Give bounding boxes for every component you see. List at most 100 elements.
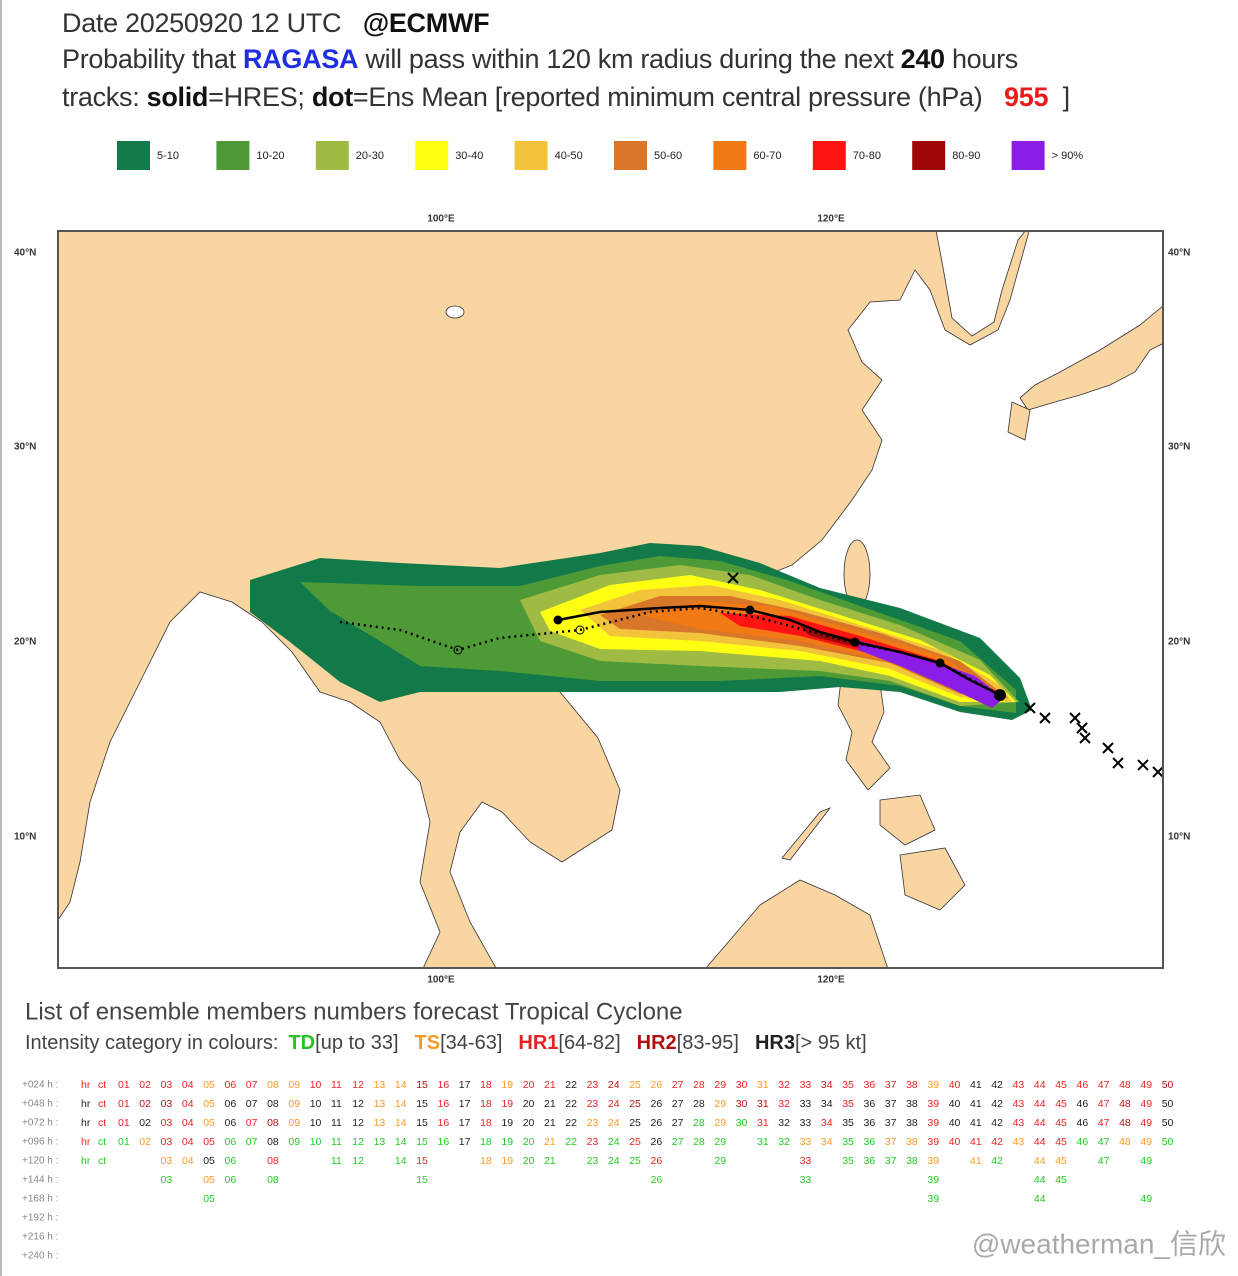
member-number: 38 — [906, 1155, 918, 1167]
text: tracks: — [62, 82, 140, 112]
member-number: 30 — [736, 1117, 748, 1129]
member-number: 14 — [395, 1098, 407, 1110]
member-number: ct — [98, 1136, 106, 1148]
member-number: 22 — [565, 1079, 577, 1091]
member-number: 29 — [714, 1136, 726, 1148]
row-label: +240 h : — [22, 1251, 58, 1262]
member-number: 10 — [310, 1117, 322, 1129]
member-number: 20 — [523, 1136, 535, 1148]
member-number: 47 — [1098, 1155, 1110, 1167]
legend-swatch — [912, 141, 946, 170]
member-number: 10 — [310, 1079, 322, 1091]
member-number: 11 — [331, 1079, 342, 1091]
member-number: 23 — [587, 1136, 599, 1148]
member-number: 41 — [970, 1079, 982, 1091]
land-luzon — [837, 669, 891, 791]
member-number: 38 — [906, 1117, 918, 1129]
member-number: 39 — [927, 1098, 939, 1110]
member-number: 15 — [416, 1174, 428, 1186]
map-frame — [57, 230, 1164, 969]
member-number: 02 — [139, 1079, 151, 1091]
x-marker — [1079, 732, 1091, 744]
member-number: 26 — [651, 1079, 663, 1091]
member-number: 15 — [416, 1136, 428, 1148]
member-number: 43 — [1013, 1098, 1025, 1110]
member-number: 32 — [778, 1117, 790, 1129]
map-content — [58, 231, 1163, 968]
member-number: 23 — [587, 1079, 599, 1091]
text: =Ens Mean [reported minimum central pres… — [352, 82, 983, 112]
member-number: 24 — [608, 1155, 620, 1167]
storm-name: RAGASA — [243, 44, 359, 74]
member-number: 39 — [927, 1079, 939, 1091]
member-number: 03 — [161, 1098, 173, 1110]
member-number: 48 — [1119, 1117, 1131, 1129]
member-number: 12 — [352, 1117, 364, 1129]
member-number: 46 — [1077, 1136, 1089, 1148]
category-range: [up to 33] — [315, 1032, 398, 1054]
member-number: 25 — [629, 1079, 641, 1091]
lat-label: 10°N — [1168, 832, 1190, 843]
member-number: 18 — [480, 1155, 492, 1167]
track-point — [745, 605, 755, 615]
member-number: 03 — [161, 1155, 173, 1167]
x-marker — [1102, 742, 1114, 754]
member-number: 34 — [821, 1117, 833, 1129]
member-number: 14 — [395, 1117, 407, 1129]
row-label: +216 h : — [22, 1232, 58, 1243]
category-name: HR2 — [637, 1032, 677, 1054]
member-number: 47 — [1098, 1117, 1110, 1129]
member-number: 41 — [970, 1136, 982, 1148]
member-number: hr — [81, 1136, 91, 1148]
member-number: 50 — [1162, 1117, 1174, 1129]
legend-label: 10-20 — [256, 150, 284, 162]
member-number: 30 — [736, 1079, 748, 1091]
category-name: TS — [415, 1032, 441, 1054]
member-number: 33 — [800, 1174, 812, 1186]
member-number: 49 — [1140, 1079, 1152, 1091]
member-number: 39 — [927, 1136, 939, 1148]
member-number: 05 — [203, 1193, 215, 1205]
header-line-1: Date 20250920 12 UTC @ECMWF — [62, 8, 490, 39]
ens-mean-track — [339, 606, 1001, 697]
x-marker — [1112, 757, 1124, 769]
member-number: 46 — [1077, 1079, 1089, 1091]
member-number: 45 — [1055, 1155, 1067, 1167]
member-number: 31 — [757, 1079, 769, 1091]
track-points — [453, 605, 1006, 701]
member-number: 47 — [1098, 1098, 1110, 1110]
member-number: 19 — [501, 1136, 513, 1148]
member-number: 08 — [267, 1136, 279, 1148]
member-number: 38 — [906, 1098, 918, 1110]
member-number: 13 — [374, 1098, 386, 1110]
legend-swatch — [514, 141, 548, 170]
member-number: 07 — [246, 1079, 258, 1091]
date: Date 20250920 12 UTC — [62, 8, 342, 38]
land-palawan — [781, 807, 832, 861]
member-number: 01 — [118, 1098, 130, 1110]
member-number: 46 — [1077, 1098, 1089, 1110]
member-number: 16 — [438, 1136, 450, 1148]
member-number: 44 — [1034, 1193, 1046, 1205]
member-number: 22 — [565, 1117, 577, 1129]
member-number: 45 — [1055, 1117, 1067, 1129]
legend-label: 60-70 — [753, 150, 781, 162]
member-number: 06 — [225, 1136, 237, 1148]
member-number: 48 — [1119, 1098, 1131, 1110]
category-range: [34-63] — [440, 1032, 502, 1054]
member-number: 01 — [118, 1117, 130, 1129]
row-label: +024 h : — [22, 1080, 58, 1091]
member-number: 26 — [651, 1155, 663, 1167]
lat-label: 40°N — [1168, 248, 1190, 259]
member-number: 41 — [970, 1098, 982, 1110]
intensity-label: Intensity category in colours: — [25, 1032, 278, 1054]
lat-label: 30°N — [14, 442, 36, 453]
member-number: 05 — [203, 1174, 215, 1186]
member-number: 37 — [885, 1155, 897, 1167]
member-number: 46 — [1077, 1117, 1089, 1129]
member-number: 01 — [118, 1136, 130, 1148]
row-label: +096 h : — [22, 1137, 58, 1148]
member-number: 09 — [288, 1136, 300, 1148]
member-number: 11 — [331, 1117, 342, 1129]
lat-label: 10°N — [14, 832, 36, 843]
